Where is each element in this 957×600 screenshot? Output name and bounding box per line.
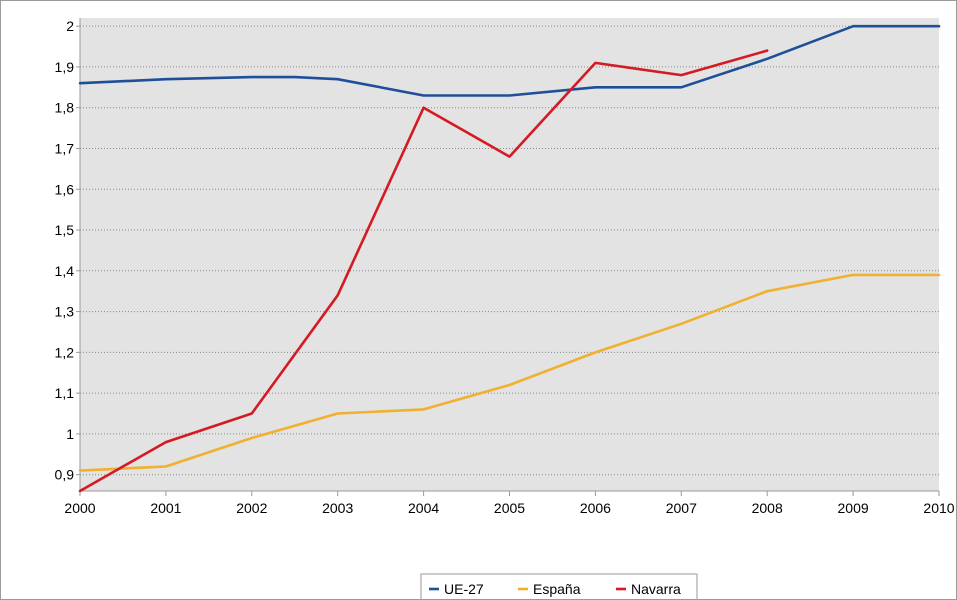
y-tick-label: 1 xyxy=(66,426,74,442)
y-tick-label: 0,9 xyxy=(55,467,75,483)
x-tick-label: 2007 xyxy=(666,500,697,516)
x-tick-label: 2004 xyxy=(408,500,439,516)
x-tick-label: 2009 xyxy=(838,500,869,516)
legend-label: UE-27 xyxy=(444,581,484,597)
y-tick-label: 1,3 xyxy=(55,304,75,320)
x-tick-label: 2005 xyxy=(494,500,525,516)
x-tick-label: 2000 xyxy=(64,500,95,516)
x-tick-label: 2008 xyxy=(752,500,783,516)
series-line-navarra xyxy=(78,49,769,493)
y-tick-label: 1,6 xyxy=(55,181,75,197)
y-tick-label: 1,7 xyxy=(55,140,75,156)
x-tick-label: 2003 xyxy=(322,500,353,516)
y-tick-label: 1,2 xyxy=(55,344,75,360)
y-tick-label: 1,1 xyxy=(55,385,75,401)
y-tick-label: 1,5 xyxy=(55,222,75,238)
x-tick-label: 2001 xyxy=(150,500,181,516)
legend-box xyxy=(420,573,698,599)
series-line-ue-27 xyxy=(78,24,941,97)
y-tick-label: 2 xyxy=(66,18,74,34)
x-tick-label: 2006 xyxy=(580,500,611,516)
plot-area xyxy=(80,18,939,491)
y-tick-label: 1,4 xyxy=(55,263,75,279)
series-line-espa-a xyxy=(78,273,941,472)
legend-label: España xyxy=(533,581,581,597)
legend-label: Navarra xyxy=(631,581,681,597)
x-tick-label: 2010 xyxy=(923,500,954,516)
x-tick-label: 2002 xyxy=(236,500,267,516)
legend: UE-27 España Navarra xyxy=(420,573,698,599)
y-tick-label: 1,9 xyxy=(55,59,75,75)
y-tick-label: 1,8 xyxy=(55,100,75,116)
